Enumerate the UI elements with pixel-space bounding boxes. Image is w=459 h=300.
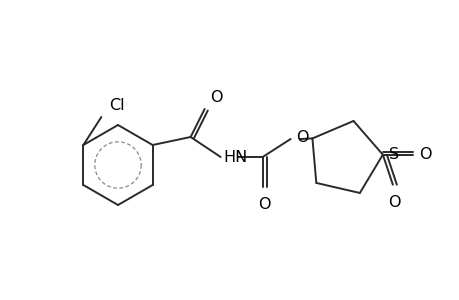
Text: O: O (418, 147, 431, 162)
Text: O: O (388, 195, 400, 210)
Text: O: O (209, 90, 222, 105)
Text: O: O (295, 130, 308, 146)
Text: HN: HN (223, 151, 247, 166)
Text: Cl: Cl (109, 98, 125, 113)
Text: O: O (258, 197, 270, 212)
Text: S: S (388, 147, 398, 162)
